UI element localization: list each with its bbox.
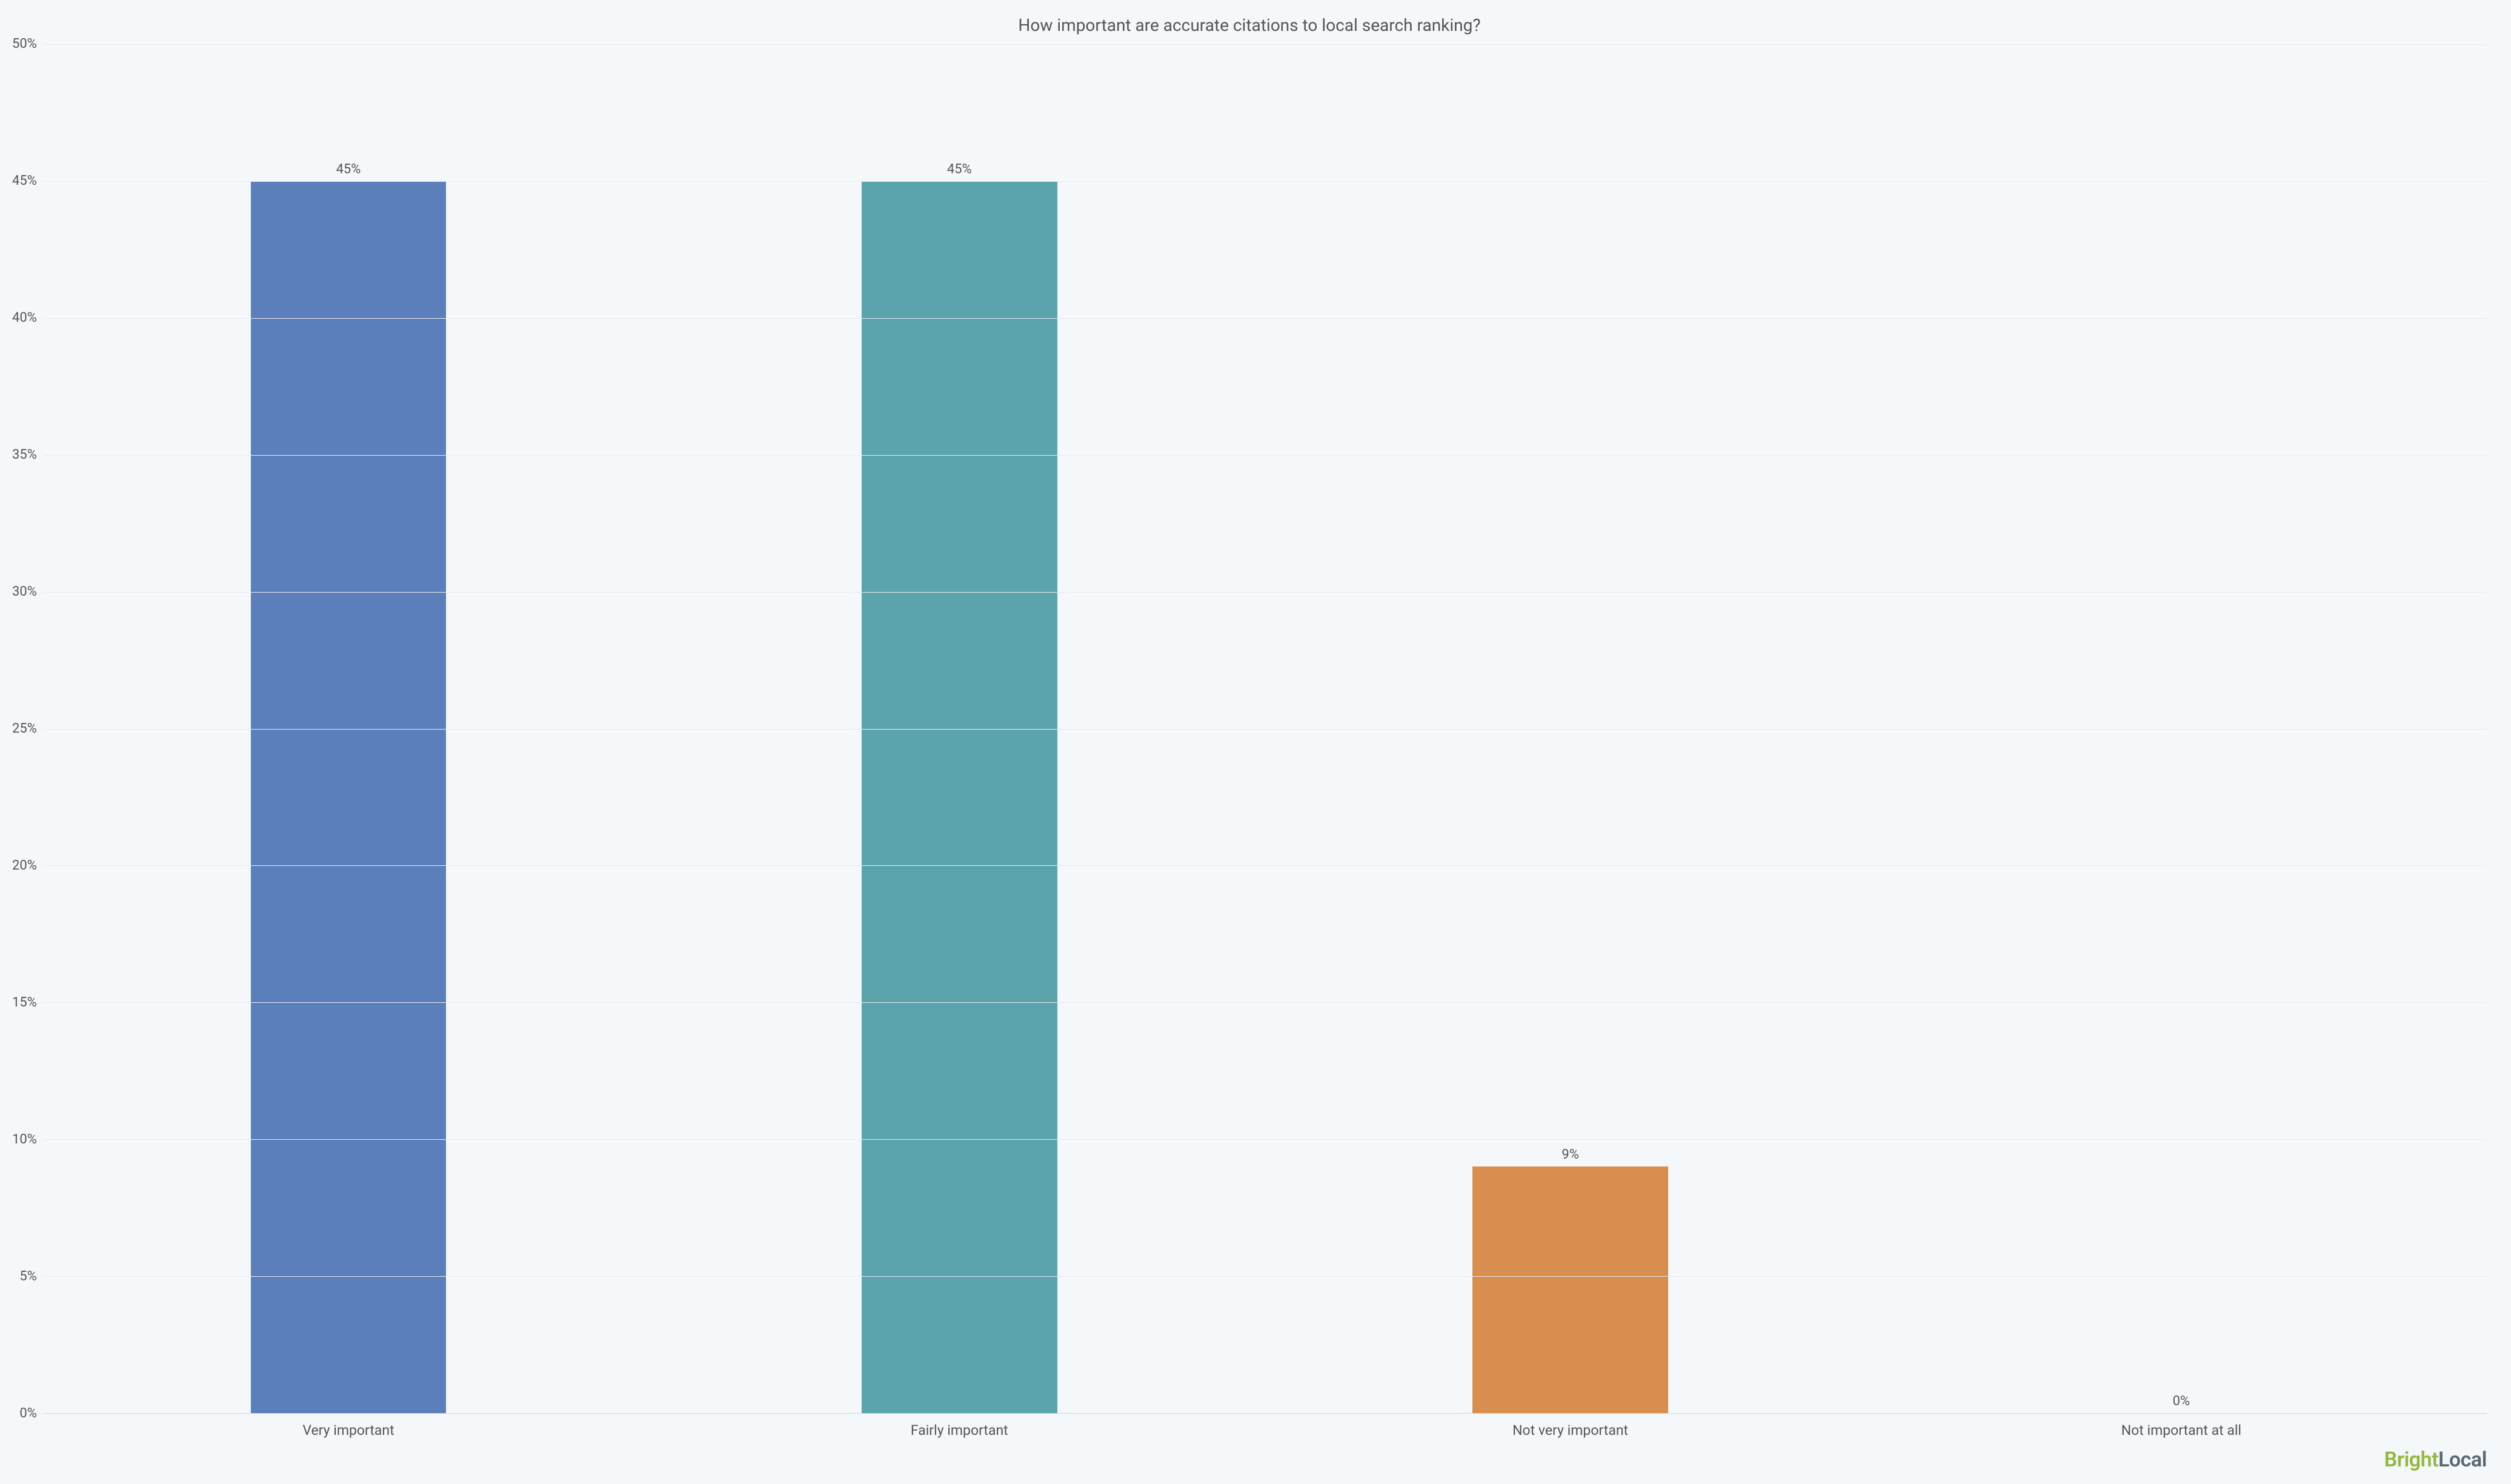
bar-value-label: 45% <box>336 162 361 177</box>
bar-value-label: 9% <box>1561 1147 1578 1162</box>
logo-part-local: Local <box>2438 1448 2487 1472</box>
x-label: Very important <box>43 1414 654 1444</box>
chart-body: 50%45%40%35%30%25%20%15%10%5%0% 45% 45% 9%… <box>12 44 2487 1444</box>
grid-line <box>43 592 2487 593</box>
grid-line <box>43 44 2487 45</box>
bar-value-label: 0% <box>2173 1394 2190 1409</box>
chart-title: How important are accurate citations to … <box>12 15 2487 35</box>
x-label: Fairly important <box>654 1414 1265 1444</box>
grid-line <box>43 1002 2487 1003</box>
y-axis: 50%45%40%35%30%25%20%15%10%5%0% <box>12 44 43 1444</box>
logo-part-bright: Bright <box>2384 1448 2438 1472</box>
grid-line <box>43 181 2487 182</box>
bar-value-label: 45% <box>947 162 972 177</box>
grid-line <box>43 455 2487 456</box>
bar: 9% <box>1472 1166 1668 1413</box>
grid-line <box>43 1139 2487 1140</box>
x-label: Not important at all <box>1876 1414 2487 1444</box>
grid-line <box>43 865 2487 866</box>
plot-wrap: 45% 45% 9% 0% Very importantFairly importan… <box>43 44 2487 1444</box>
grid-line <box>43 318 2487 319</box>
bar: 45% <box>862 181 1057 1413</box>
x-label: Not very important <box>1265 1414 1875 1444</box>
grid-line <box>43 1276 2487 1277</box>
x-axis: Very importantFairly importantNot very i… <box>43 1414 2487 1444</box>
brand-logo: BrightLocal <box>12 1444 2487 1472</box>
grid-line <box>43 729 2487 730</box>
plot-area: 45% 45% 9% 0% <box>43 44 2487 1414</box>
bar: 45% <box>251 181 447 1413</box>
chart-container: How important are accurate citations to … <box>0 0 2511 1484</box>
